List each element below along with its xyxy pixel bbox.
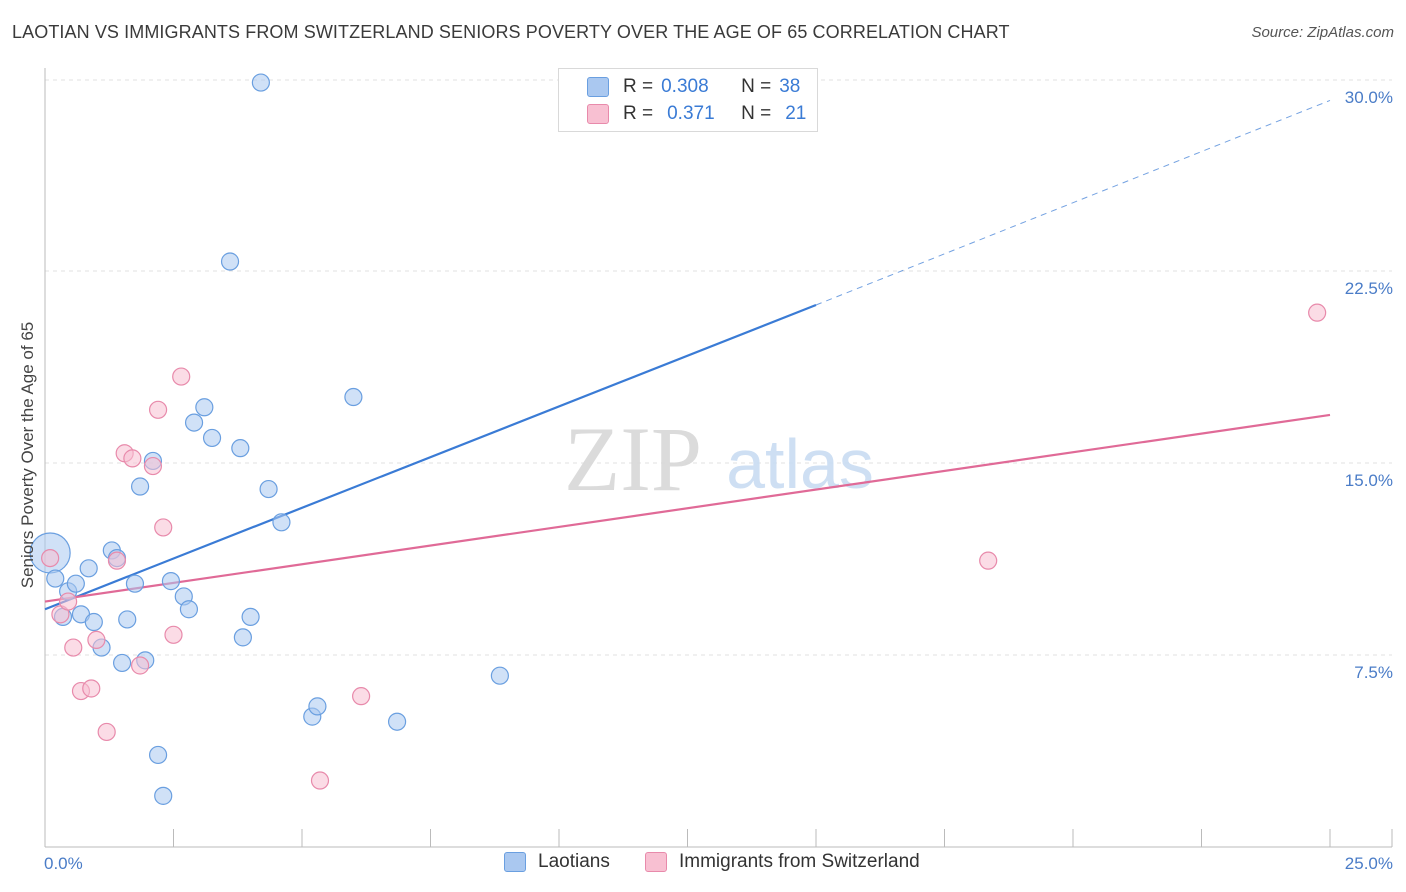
point-switzerland [154, 518, 173, 537]
point-switzerland [143, 456, 163, 476]
legend-n-value: 21 [785, 103, 807, 124]
legend-n-value: 38 [779, 76, 801, 97]
point-laotians [154, 786, 173, 805]
point-laotians [233, 628, 252, 647]
point-switzerland [123, 449, 142, 468]
legend-label-switzerland: Immigrants from Switzerland [679, 851, 920, 872]
point-laotians [66, 574, 85, 593]
legend-r-value: 0.308 [661, 76, 709, 97]
y-tick-label: 15.0% [1345, 471, 1393, 490]
point-laotians [490, 666, 509, 685]
data-points [29, 73, 1327, 805]
point-laotians [179, 600, 199, 619]
tick-labels: 7.5% 15.0% 22.5% 30.0% 0.0% 25.0% [44, 88, 1393, 873]
legend-n-label: N = [741, 103, 772, 124]
source-credit: Source: ZipAtlas.com [1251, 24, 1394, 41]
point-switzerland [41, 548, 60, 568]
axes [44, 68, 1393, 848]
y-tick-label: 22.5% [1345, 279, 1393, 298]
point-laotians [184, 413, 204, 432]
trendlines [44, 99, 1331, 611]
legend-item-switzerland: Immigrants from Switzerland [645, 851, 920, 873]
legend-swatch-laotians [587, 77, 609, 97]
point-switzerland [107, 551, 127, 570]
point-switzerland [97, 722, 116, 742]
point-laotians [259, 479, 278, 499]
watermark-zip: ZIP [564, 408, 702, 510]
trendline-laotians [44, 303, 817, 611]
point-switzerland [979, 551, 998, 570]
chart-title: LAOTIAN VS IMMIGRANTS FROM SWITZERLAND S… [12, 22, 1010, 42]
legend-n-label: N = [741, 76, 772, 97]
point-switzerland [310, 771, 330, 790]
point-laotians [272, 513, 291, 532]
legend-r-label: R = [623, 76, 654, 97]
point-laotians [308, 697, 327, 716]
legend-label-laotians: Laotians [538, 851, 610, 872]
point-switzerland [172, 367, 191, 386]
point-laotians [241, 607, 260, 627]
point-laotians [118, 610, 137, 629]
point-laotians [202, 428, 222, 448]
point-switzerland [164, 625, 183, 644]
point-laotians [46, 569, 65, 588]
y-axis-label: Seniors Poverty Over the Age of 65 [18, 322, 37, 588]
point-switzerland [352, 687, 371, 706]
point-laotians [161, 572, 181, 591]
point-laotians [84, 612, 103, 632]
point-laotians [231, 439, 250, 458]
point-laotians [387, 712, 407, 731]
legend-swatch-switzerland [645, 852, 667, 872]
gridlines [45, 79, 1392, 656]
point-laotians [344, 387, 363, 407]
stats-legend: R = 0.308 N = 38 R = 0.371 N = 21 [558, 68, 818, 132]
point-laotians [79, 559, 98, 578]
trendline-switzerland [44, 413, 1331, 603]
point-switzerland [64, 638, 83, 657]
series-legend: Laotians Immigrants from Switzerland [0, 851, 1406, 879]
legend-row-switzerland: R = 0.371 N = 21 [587, 101, 806, 127]
point-switzerland [87, 630, 106, 650]
point-laotians [130, 477, 150, 496]
y-tick-label: 7.5% [1354, 663, 1393, 682]
point-laotians [195, 398, 214, 417]
point-switzerland [1308, 303, 1327, 322]
legend-swatch-switzerland [587, 104, 609, 124]
point-laotians [125, 574, 145, 593]
point-laotians [148, 745, 168, 765]
legend-item-laotians: Laotians [504, 851, 610, 873]
legend-r-value: 0.371 [667, 103, 715, 124]
x-tick-label: 0.0% [44, 854, 83, 873]
y-tick-label: 30.0% [1345, 88, 1393, 107]
point-switzerland [130, 656, 150, 675]
x-tick-label: 25.0% [1345, 854, 1393, 873]
legend-swatch-laotians [504, 852, 526, 872]
point-laotians [112, 653, 132, 673]
point-switzerland [148, 400, 168, 419]
point-switzerland [82, 679, 101, 698]
trendline-laotians-extension [815, 99, 1331, 306]
point-switzerland [59, 592, 78, 611]
point-laotians [220, 252, 240, 271]
legend-row-laotians: R = 0.308 N = 38 [587, 74, 800, 100]
legend-r-label: R = [623, 103, 654, 124]
point-laotians [251, 73, 270, 92]
watermark-atlas: atlas [726, 425, 874, 503]
